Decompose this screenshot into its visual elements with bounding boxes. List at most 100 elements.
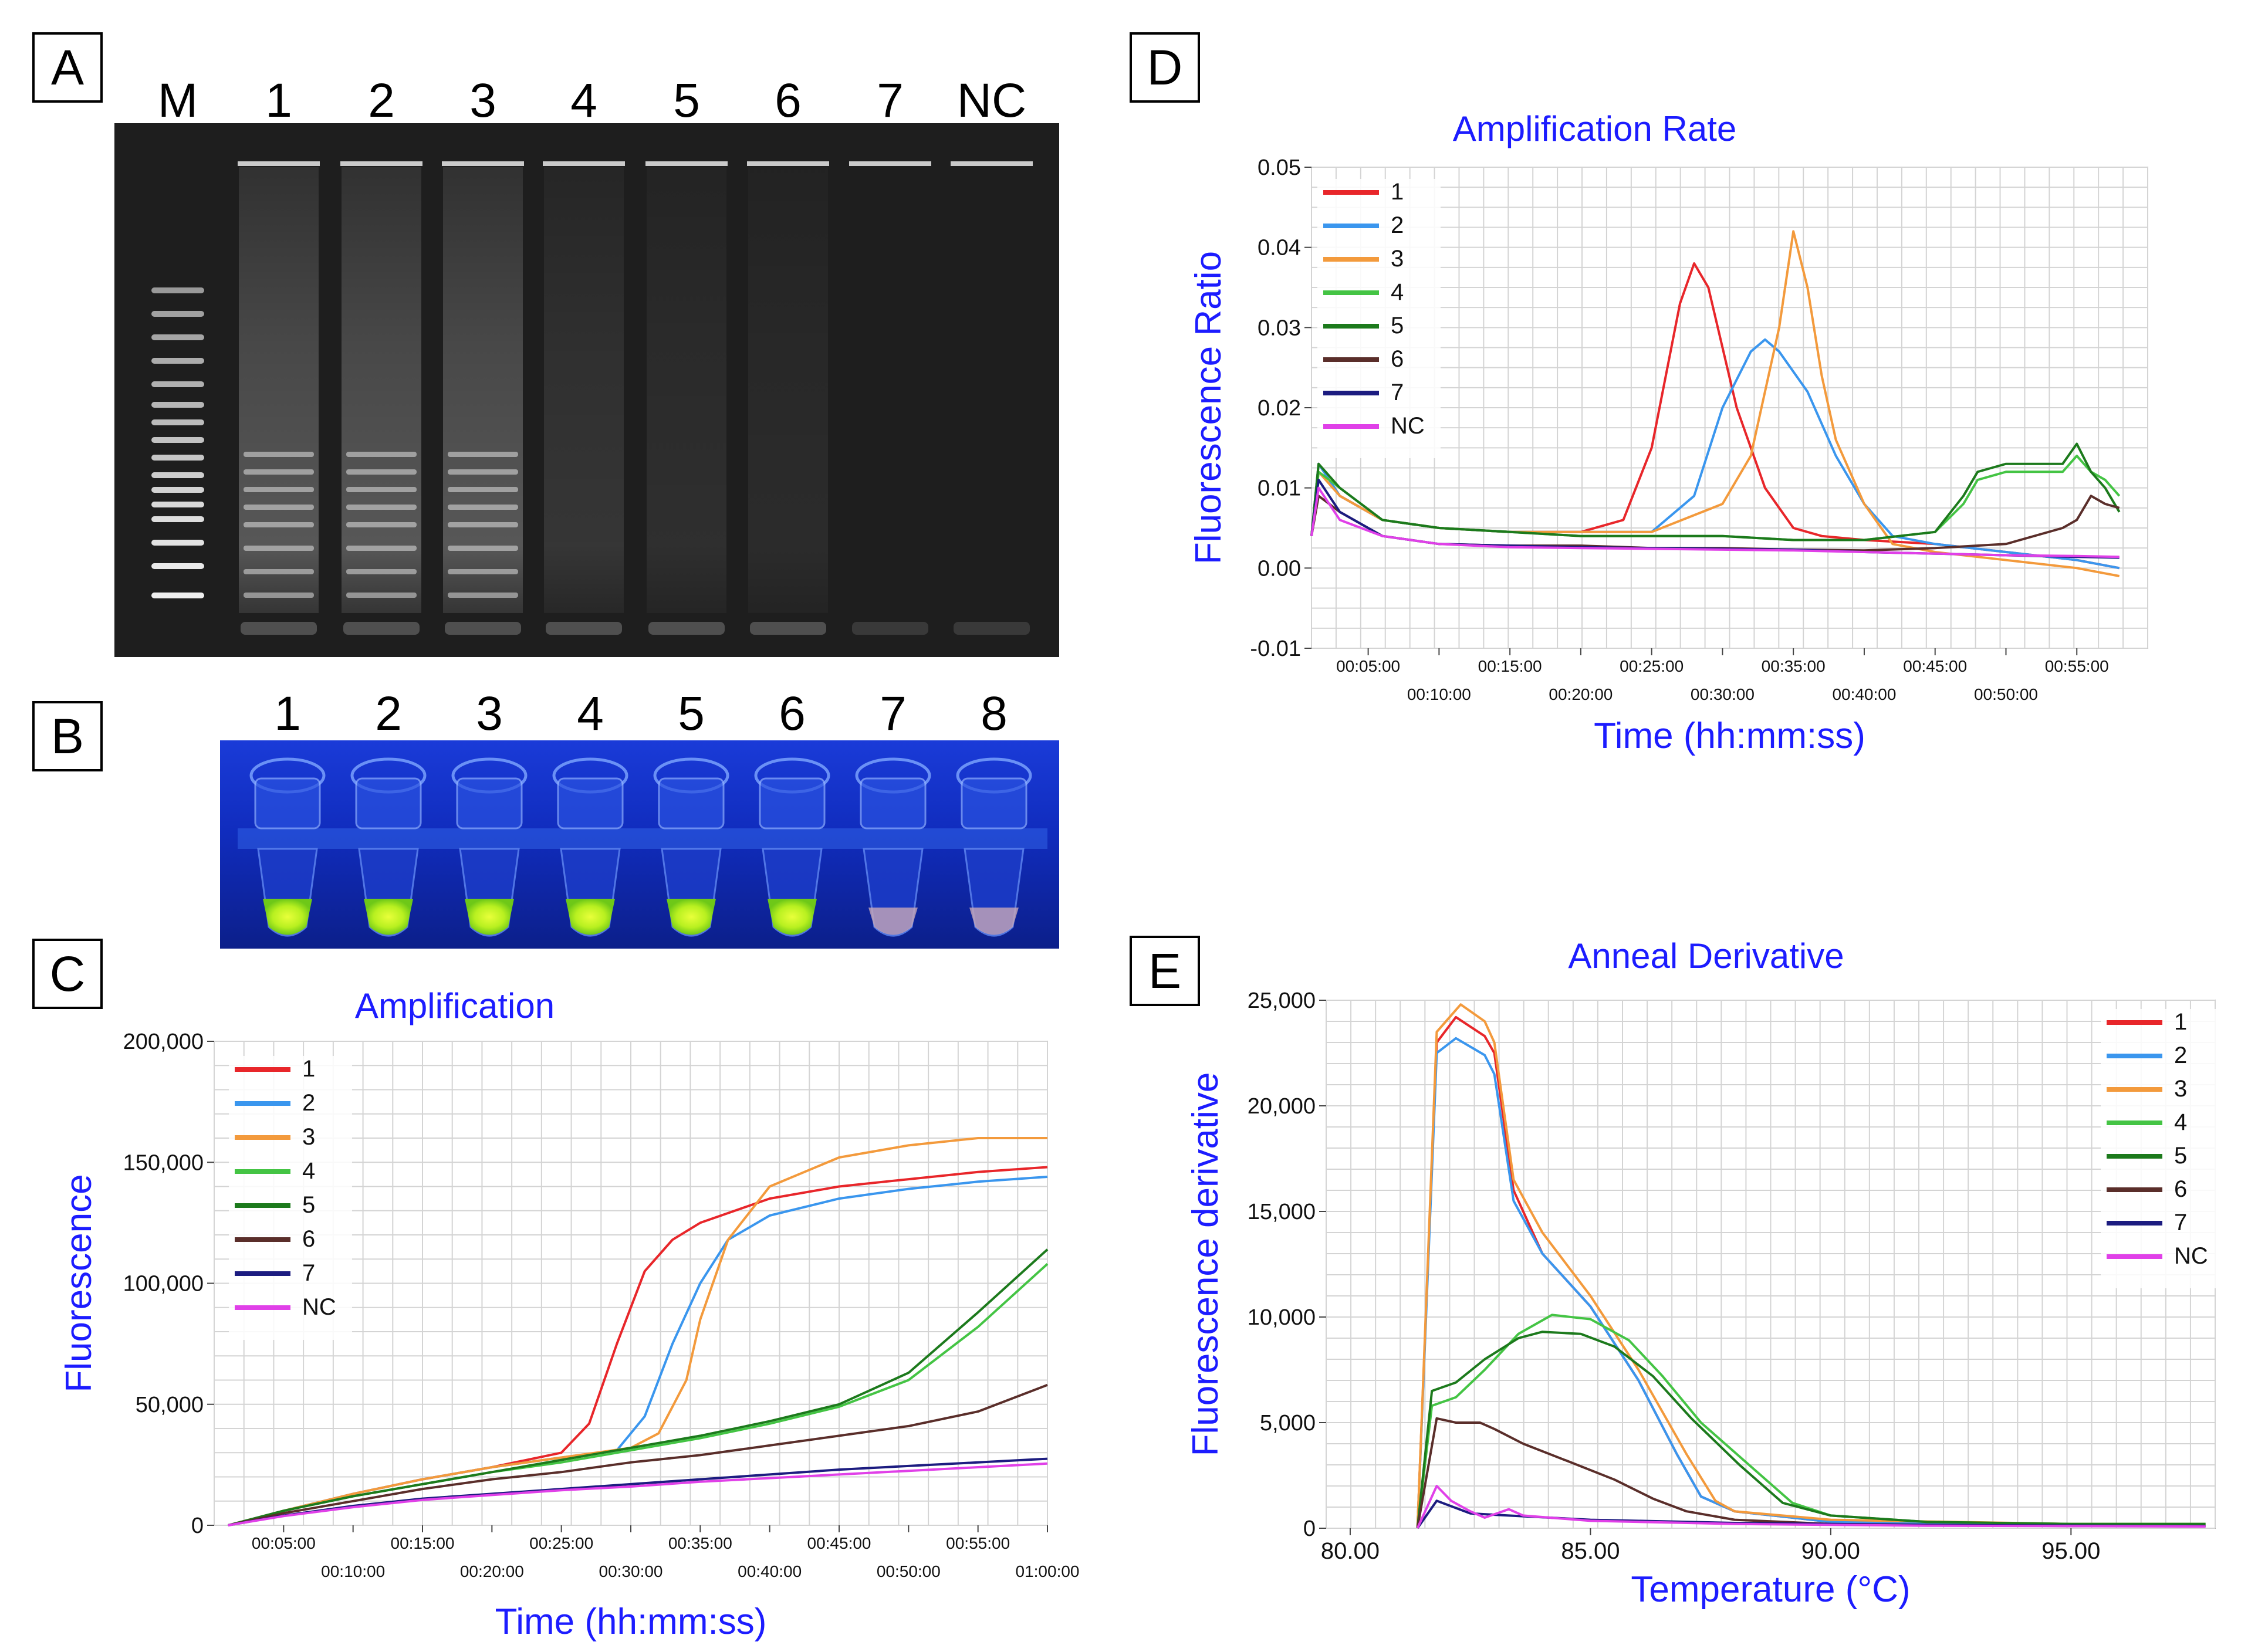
legend-label: NC [1391, 413, 1425, 439]
x-tick-label: 00:15:00 [391, 1534, 455, 1552]
legend-label: 7 [1391, 380, 1404, 405]
gel-band [244, 469, 314, 475]
gel-lane-label: M [157, 74, 198, 127]
chart-title: Amplification [355, 986, 555, 1025]
gel-well [238, 161, 320, 166]
y-tick-label: 20,000 [1248, 1094, 1316, 1119]
x-tick-label: 00:25:00 [529, 1534, 593, 1552]
tube-fluorescent-liquid [768, 899, 817, 935]
y-tick-label: 100,000 [123, 1272, 204, 1296]
x-tick-label: 90.00 [1801, 1538, 1860, 1564]
x-axis-label: Time (hh:mm:ss) [495, 1602, 767, 1642]
tube-fluorescence-image [220, 740, 1059, 949]
tube-label: 8 [981, 687, 1008, 740]
ladder-band [151, 437, 204, 443]
gel-band [244, 522, 314, 527]
gel-well [543, 161, 625, 166]
legend-label: 5 [2174, 1143, 2187, 1169]
y-tick-label: 5,000 [1260, 1411, 1316, 1436]
tube-fluorescent-liquid [566, 899, 615, 935]
gel-lane-label: 7 [877, 74, 904, 127]
series-line-3 [228, 1137, 1047, 1526]
ladder-band [151, 358, 204, 364]
gel-well [849, 161, 931, 166]
panel-label-b: B [32, 701, 103, 771]
tube-label: 1 [274, 687, 301, 740]
primer-band [241, 622, 317, 635]
panel-label-c: C [32, 939, 103, 1009]
x-tick-label: 00:05:00 [1336, 657, 1400, 675]
ladder-band [151, 502, 204, 507]
ladder-band [151, 402, 204, 408]
y-tick-label: 10,000 [1248, 1305, 1316, 1330]
tube [552, 757, 628, 937]
primer-band [546, 622, 622, 635]
ladder-band [151, 311, 204, 317]
gel-band [244, 505, 314, 510]
x-tick-label: 00:45:00 [1903, 657, 1967, 675]
y-tick-label: 0 [191, 1514, 204, 1538]
legend-label: 1 [2174, 1009, 2187, 1035]
ladder-band [151, 593, 204, 598]
y-tick-label: 200,000 [123, 1030, 204, 1054]
x-tick-label: 85.00 [1561, 1538, 1620, 1564]
gel-lane [849, 161, 931, 635]
gel-band [448, 452, 518, 457]
gel-band [448, 593, 518, 598]
amplification-rate-chart: Amplification Rate Time (hh:mm:ss) Fluores… [1188, 109, 2148, 756]
ladder-band [151, 516, 204, 522]
gel-well [645, 161, 728, 166]
legend-label: 6 [302, 1226, 315, 1252]
gel-smear [239, 167, 319, 613]
y-tick-label: 0.01 [1258, 476, 1301, 501]
ladder-band [151, 487, 204, 493]
tube-label: 7 [880, 687, 907, 740]
legend-label: 4 [1391, 279, 1404, 305]
series-line-5 [1416, 1331, 2206, 1529]
y-tick-label: 15,000 [1248, 1200, 1316, 1224]
gel-well [442, 161, 524, 166]
tube [350, 757, 427, 937]
series-line-5 [1310, 442, 2121, 541]
legend-label: 3 [1391, 246, 1404, 272]
ladder-band [151, 334, 204, 340]
series-line-5 [228, 1248, 1049, 1526]
y-axis-label: Fluorescence [59, 1174, 99, 1392]
panel-label-d: D [1130, 32, 1200, 103]
legend-label: 7 [302, 1260, 315, 1286]
x-tick-label: 00:40:00 [738, 1562, 802, 1580]
gel-lane-label: 1 [265, 74, 292, 127]
tube [451, 757, 528, 937]
gel-electrophoresis-image [114, 123, 1059, 657]
legend-label: 1 [302, 1056, 315, 1082]
series-line-6 [228, 1383, 1048, 1526]
x-tick-label: 00:20:00 [460, 1562, 524, 1580]
gel-band [346, 569, 417, 574]
legend: 1 2 3 4 5 6 7 NC [1317, 179, 1441, 458]
gel-band [448, 546, 518, 551]
x-tick-label: 00:50:00 [877, 1562, 941, 1580]
x-tick-label: 00:55:00 [2045, 657, 2109, 675]
x-tick-label: 00:35:00 [1762, 657, 1826, 675]
y-axis-label: Fluorescence Ratio [1188, 251, 1229, 564]
tube [249, 757, 326, 937]
y-tick-label: 0.00 [1258, 556, 1301, 581]
x-tick-label: 00:40:00 [1832, 685, 1896, 703]
tube-clear-liquid [969, 908, 1019, 935]
y-tick-label: -0.01 [1250, 637, 1301, 661]
amplification-chart: Amplification Time (hh:mm:ss) Fluorescence… [59, 986, 1080, 1642]
legend-label: 3 [302, 1124, 315, 1150]
gel-lane [645, 161, 728, 635]
gel-band [448, 505, 518, 510]
legend-label: 4 [2174, 1109, 2187, 1135]
gel-band [346, 469, 417, 475]
series-line-2 [1416, 1037, 2206, 1529]
panel-label-e: E [1130, 936, 1200, 1006]
gel-band [244, 452, 314, 457]
x-tick-label: 00:30:00 [599, 1562, 663, 1580]
gel-smear [748, 167, 828, 613]
legend-label: 7 [2174, 1210, 2187, 1235]
gel-band [346, 487, 417, 492]
y-tick-label: 0.05 [1258, 155, 1301, 180]
x-axis-label: Temperature (°C) [1631, 1569, 1910, 1610]
